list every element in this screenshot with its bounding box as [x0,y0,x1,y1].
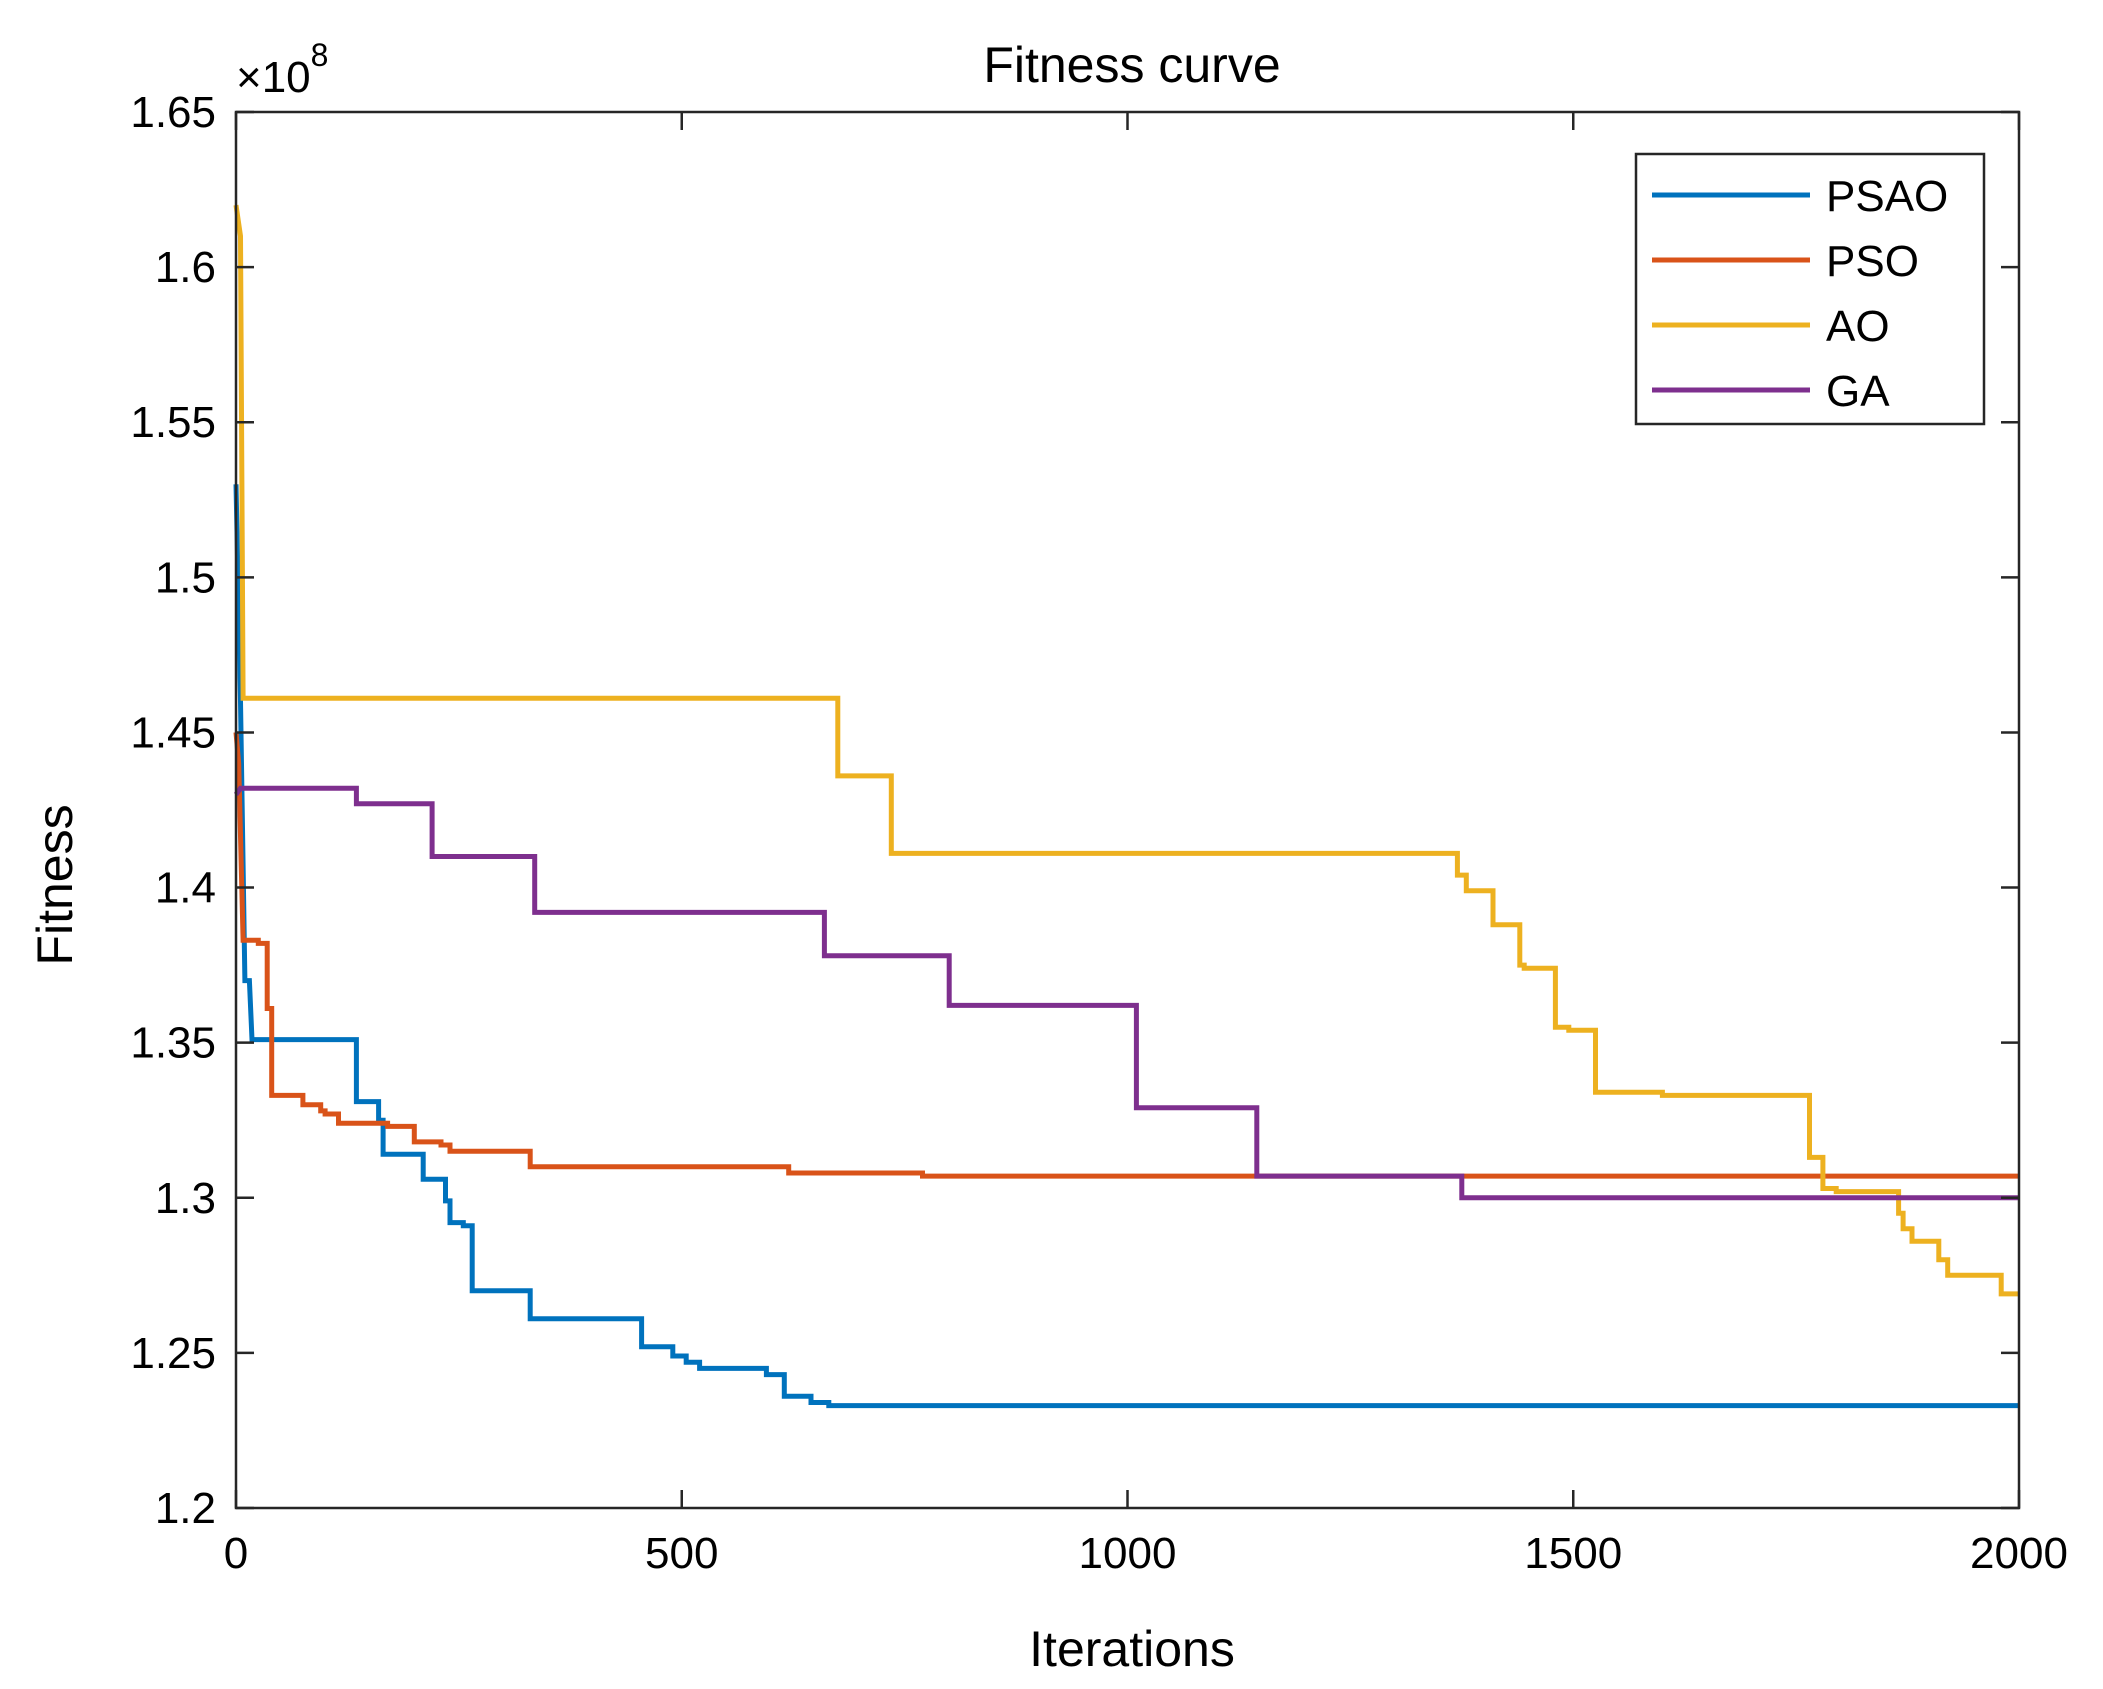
y-tick-label: 1.2 [155,1484,216,1533]
legend-label-pso: PSO [1826,237,1919,286]
axis-tick-labels: 0 500 1000 1500 2000 1.2 1.25 1.3 1.35 1.4 1.45 1.5… [130,88,2068,1578]
y-tick-label: 1.45 [130,708,216,757]
legend-label-ga: GA [1826,367,1890,416]
y-exponent-label: ×108 [236,37,328,102]
x-tick-label: 1500 [1524,1529,1622,1578]
legend-box [1634,152,1986,426]
series-line-ao [233,204,2019,1297]
y-tick-label: 1.25 [130,1329,216,1378]
x-tick-label: 500 [645,1529,718,1578]
axis-ticks [234,110,2021,1510]
series-line-psao [233,484,2019,1409]
y-exponent-text: 8 [311,37,329,73]
legend: PSAO PSO AO GA [1634,152,1986,426]
svg-text:×108: ×108 [236,37,328,102]
y-tick-label: 1.5 [155,553,216,602]
legend-label-psao: PSAO [1826,172,1948,221]
y-tick-label: 1.6 [155,243,216,292]
series-line-pso [233,732,2019,1179]
series-lines [233,204,2019,1409]
y-tick-label: 1.65 [130,88,216,137]
y-tick-label: 1.4 [155,864,216,913]
y-tick-label: 1.35 [130,1019,216,1068]
y-multiplier-text: ×10 [236,53,311,102]
y-tick-label: 1.55 [130,398,216,447]
x-tick-label: 2000 [1970,1529,2068,1578]
y-tick-label: 1.3 [155,1174,216,1223]
x-tick-label: 1000 [1079,1529,1177,1578]
x-tick-label: 0 [224,1529,248,1578]
chart-title: Fitness curve [983,37,1280,93]
y-axis-label: Fitness [27,804,83,965]
x-axis-label: Iterations [1029,1621,1235,1677]
legend-label-ao: AO [1826,302,1890,351]
series-line-ga [233,785,2019,1201]
